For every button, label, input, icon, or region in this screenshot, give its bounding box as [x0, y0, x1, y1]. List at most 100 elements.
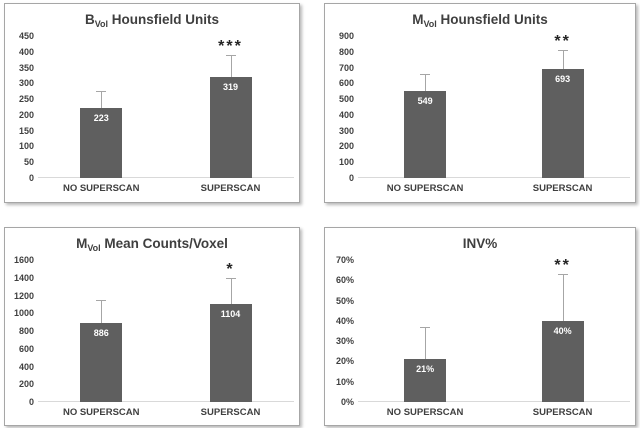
category-label-superscan: SUPERSCAN	[532, 183, 593, 194]
y-tick-label: 600	[18, 343, 34, 354]
chart-panel: MVol Mean Counts/Voxel 0 200 400 600 800 1000…	[4, 227, 300, 426]
chart-title-prefix: B	[84, 12, 95, 27]
error-bar-line	[101, 300, 103, 326]
plot-area: 223 319 ***	[38, 36, 294, 178]
chart-title-subscript: Vol	[87, 243, 101, 253]
chart-title-rest: Hounsfield Units	[108, 12, 220, 27]
y-tick-label: 1400	[13, 272, 34, 283]
chart-panel: BVol Hounsfield Units 0 50 100 150 200 250 300…	[4, 3, 300, 203]
error-bar-line	[425, 326, 427, 362]
plot-area: 886 1104 *	[38, 260, 294, 402]
y-tick-label: 1600	[13, 255, 34, 265]
error-bar	[420, 73, 431, 94]
category-label-superscan: SUPERSCAN	[200, 183, 261, 194]
bar-value-label: 549	[417, 96, 433, 107]
bar-superscan: 319	[209, 77, 252, 178]
y-tick-label: 0	[28, 173, 34, 183]
y-tick-label: 150	[18, 125, 34, 136]
error-bar-line	[425, 73, 427, 94]
x-axis-labels: NO SUPERSCAN SUPERSCAN	[361, 402, 628, 424]
category-label-no-superscan: NO SUPERSCAN	[62, 407, 140, 418]
bar-value-label: 223	[93, 112, 109, 123]
x-axis-line	[358, 401, 630, 402]
chart-title-rest: Mean Counts/Voxel	[100, 236, 228, 251]
significance-stars: ***	[218, 37, 243, 55]
y-tick-label: 300	[338, 125, 354, 136]
y-tick-label: 450	[18, 31, 34, 41]
significance-stars: *	[226, 260, 235, 278]
y-tick-label: 600	[338, 78, 354, 89]
y-tick-label: 1200	[13, 290, 34, 301]
significance-stars: **	[554, 257, 571, 275]
significance-stars: **	[554, 33, 571, 51]
chart-panel: INV% 0% 10% 20% 30% 40% 50% 60% 70% 21% 40% ** NO…	[324, 227, 636, 426]
plot-area: 549 693 **	[358, 33, 630, 178]
category-label-no-superscan: NO SUPERSCAN	[62, 183, 140, 194]
bar-value-label: 1104	[220, 309, 241, 320]
error-bar	[225, 277, 236, 307]
bar-no-superscan: 886	[80, 323, 123, 402]
error-bar	[96, 91, 107, 110]
bar-value-label: 40%	[553, 325, 572, 336]
y-tick-label: 10%	[335, 376, 354, 387]
y-tick-label: 800	[18, 326, 34, 336]
y-tick-label: 200	[338, 141, 354, 152]
bar-value-label: 319	[222, 82, 239, 93]
error-bar-line	[562, 274, 564, 323]
bar-no-superscan: 549	[404, 91, 447, 178]
y-tick-label: 300	[18, 78, 34, 89]
y-axis: 0 200 400 600 800 1000 1200 1400 1600	[5, 255, 41, 407]
y-tick-label: 900	[338, 31, 354, 41]
y-tick-label: 0%	[340, 397, 354, 407]
y-tick-label: 0	[348, 173, 354, 183]
y-tick-label: 30%	[335, 336, 354, 347]
y-axis: 0 50 100 150 200 250 300 350 400 450	[5, 31, 41, 183]
x-axis-labels: NO SUPERSCAN SUPERSCAN	[41, 402, 292, 424]
y-tick-label: 200	[18, 109, 34, 120]
y-tick-label: 1000	[13, 308, 34, 319]
chart-title-rest: Hounsfield Units	[436, 12, 548, 27]
chart-body: 0 50 100 150 200 250 300 350 400 450 223 319 ***	[5, 31, 299, 183]
y-tick-label: 60%	[335, 275, 354, 286]
bar-superscan: 693	[541, 68, 584, 178]
bar-superscan: 40%	[541, 320, 584, 402]
chart-title: MVol Mean Counts/Voxel	[5, 233, 299, 257]
chart-title: INV%	[325, 233, 635, 257]
bar-no-superscan: 223	[80, 107, 123, 178]
y-tick-label: 400	[338, 109, 354, 120]
y-tick-label: 500	[338, 94, 354, 105]
x-axis-labels: NO SUPERSCAN SUPERSCAN	[361, 178, 628, 200]
x-axis-line	[38, 177, 294, 178]
bar-value-label: 21%	[416, 364, 435, 375]
error-bar	[557, 50, 568, 71]
chart-body: 0 200 400 600 800 1000 1200 1400 1600 886 1104 *	[5, 255, 299, 407]
plot-area: 21% 40% **	[358, 257, 630, 402]
chart-title-subscript: Vol	[423, 19, 437, 29]
y-tick-label: 100	[338, 157, 354, 168]
error-bar	[96, 300, 107, 326]
chart-title-prefix: INV%	[462, 236, 498, 251]
category-label-superscan: SUPERSCAN	[532, 407, 593, 418]
y-tick-label: 400	[18, 361, 34, 372]
y-tick-label: 250	[18, 94, 34, 105]
y-tick-label: 50	[23, 157, 34, 168]
bar-value-label: 886	[93, 328, 109, 339]
chart-body: 0% 10% 20% 30% 40% 50% 60% 70% 21% 40% **	[325, 255, 635, 407]
y-tick-label: 40%	[335, 315, 354, 326]
y-tick-label: 800	[338, 46, 354, 57]
y-tick-label: 700	[338, 62, 354, 73]
y-tick-label: 400	[18, 46, 34, 57]
chart-panel: MVol Hounsfield Units 0 100 200 300 400 500 60…	[324, 3, 636, 203]
category-label-no-superscan: NO SUPERSCAN	[386, 407, 464, 418]
y-tick-label: 20%	[335, 356, 354, 367]
error-bar	[225, 54, 236, 80]
chart-title: BVol Hounsfield Units	[5, 9, 299, 33]
y-tick-label: 350	[18, 62, 34, 73]
error-bar-line	[562, 50, 564, 71]
y-tick-label: 0	[28, 397, 34, 407]
y-tick-label: 70%	[335, 255, 354, 265]
x-axis-line	[358, 177, 630, 178]
y-axis: 0 100 200 300 400 500 600 700 800 900	[325, 31, 361, 183]
error-bar	[420, 326, 431, 362]
